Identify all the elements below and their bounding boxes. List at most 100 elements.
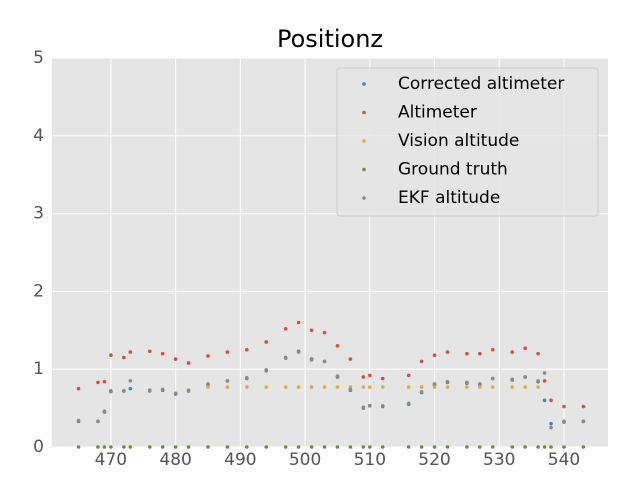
legend-label: Corrected altimeter [398, 74, 564, 94]
data-point [186, 445, 191, 449]
y-tick-label: 1 [33, 359, 44, 379]
y-tick-label: 0 [33, 437, 44, 457]
data-point [361, 375, 366, 379]
data-point [76, 418, 81, 423]
data-point [173, 357, 178, 361]
data-point [406, 373, 411, 378]
data-point [245, 445, 249, 449]
data-point [432, 353, 437, 357]
data-point [368, 403, 372, 408]
data-point [335, 385, 340, 389]
data-point [296, 350, 301, 354]
data-point [490, 385, 495, 389]
data-point [445, 379, 450, 384]
data-point [122, 355, 126, 360]
data-point [122, 445, 126, 449]
data-point [406, 445, 411, 449]
data-point [581, 445, 586, 449]
data-point [419, 359, 424, 364]
data-point [465, 380, 469, 385]
data-point [186, 361, 191, 365]
data-point [109, 445, 113, 449]
data-point [445, 445, 450, 449]
data-point [361, 405, 366, 410]
data-point [206, 382, 210, 386]
x-axis-label: Z [m] [302, 477, 357, 480]
data-point [96, 380, 100, 385]
data-point [96, 445, 100, 449]
data-point [264, 385, 269, 389]
data-point [348, 387, 353, 392]
data-point [478, 385, 482, 389]
data-point [173, 445, 178, 449]
data-point [380, 403, 385, 408]
x-tick-label: 490 [224, 450, 256, 470]
data-point [206, 445, 210, 449]
data-point [536, 379, 540, 383]
legend-label: Altimeter [398, 103, 477, 123]
y-tick-label: 3 [33, 204, 44, 224]
data-point [102, 409, 107, 414]
data-point [406, 401, 411, 406]
data-point [465, 385, 469, 389]
data-point [283, 356, 288, 361]
data-point [536, 351, 540, 356]
x-tick-label: 520 [418, 450, 450, 470]
data-point [335, 374, 340, 379]
data-point [549, 398, 553, 403]
data-point [361, 445, 366, 449]
data-point [536, 445, 540, 449]
data-point [549, 425, 553, 430]
data-point [225, 350, 230, 354]
data-point [322, 445, 327, 449]
data-point [160, 387, 165, 392]
data-point [309, 328, 314, 333]
data-point [147, 389, 152, 393]
offset-text: +1.618648e9 [485, 477, 609, 480]
data-point [264, 445, 269, 449]
data-point [361, 385, 366, 389]
y-tick-label: 2 [33, 281, 44, 301]
data-point [445, 385, 450, 389]
data-point [523, 445, 527, 449]
data-point [368, 385, 372, 389]
chart-title: Positionz [277, 25, 383, 53]
data-point [322, 359, 327, 364]
data-point [542, 379, 547, 383]
data-point [264, 368, 269, 372]
legend-marker [362, 82, 366, 86]
data-point [478, 382, 482, 386]
x-tick-label: 500 [289, 450, 321, 470]
data-point [245, 375, 249, 380]
data-point [322, 385, 327, 389]
data-point [419, 389, 424, 394]
x-tick-label: 530 [483, 450, 515, 470]
data-point [368, 373, 372, 378]
data-point [562, 445, 566, 449]
data-point [264, 340, 269, 344]
data-point [549, 421, 553, 426]
data-point [490, 376, 495, 381]
data-point [128, 350, 133, 354]
data-point [510, 377, 515, 382]
data-point [432, 445, 437, 449]
data-point [581, 404, 586, 409]
data-point [465, 351, 469, 356]
data-point [225, 385, 230, 389]
legend-label: Ground truth [398, 160, 508, 180]
data-point [296, 445, 301, 449]
data-point [523, 346, 527, 350]
data-point [128, 386, 133, 391]
data-point [309, 385, 314, 389]
data-point [406, 385, 411, 389]
data-point [490, 347, 495, 352]
data-point [225, 445, 230, 449]
data-point [380, 385, 385, 389]
data-point [542, 398, 547, 403]
data-point [368, 445, 372, 449]
data-point [225, 379, 230, 383]
data-point [128, 379, 133, 383]
data-point [206, 385, 210, 389]
data-point [128, 445, 133, 449]
